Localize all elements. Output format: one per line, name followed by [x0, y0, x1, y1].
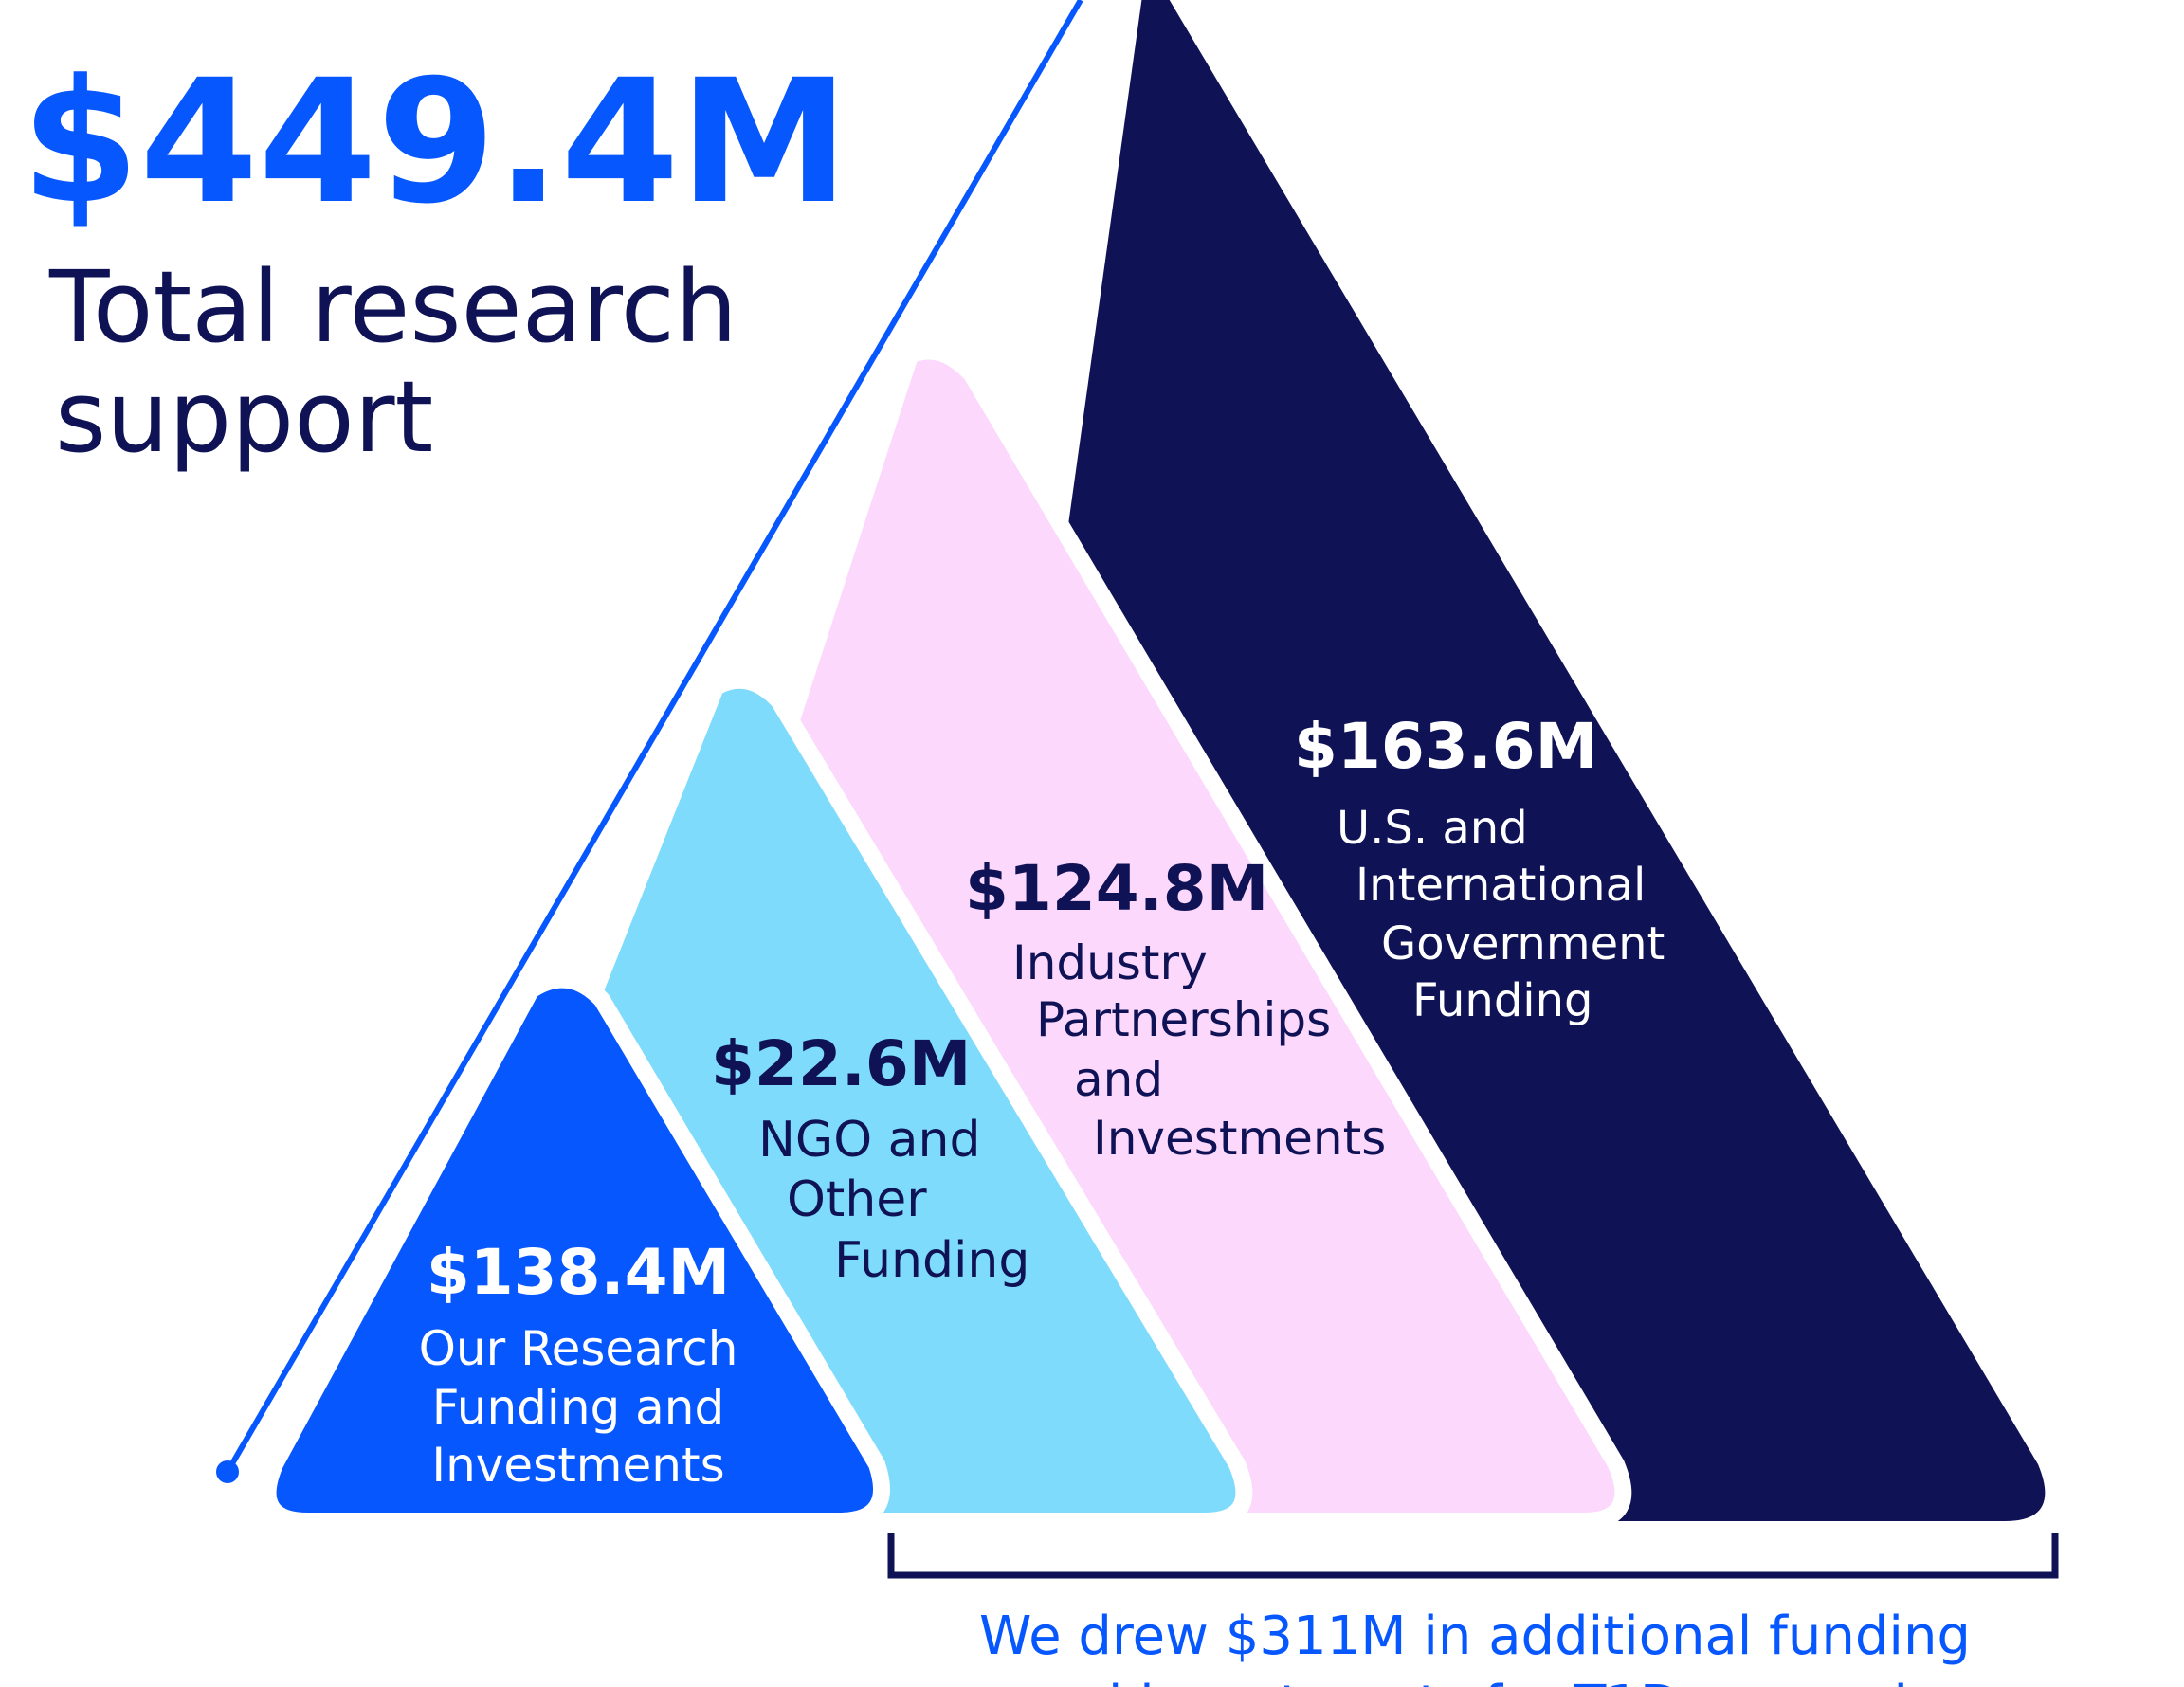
total-amount: $449.4M — [21, 44, 849, 242]
segment-own-label-3: Investments — [431, 1438, 724, 1493]
segment-industry-labels: $124.8M Industry Partnerships and Invest… — [965, 852, 1386, 1166]
guide-line-endpoint — [216, 1460, 239, 1483]
segment-industry-amount: $124.8M — [965, 852, 1268, 925]
segment-own-labels: $138.4M Our Research Funding and Investm… — [419, 1236, 738, 1493]
outer-guide-line — [225, 0, 1083, 1474]
footnote-line1: We drew $311M in additional funding — [979, 1605, 1971, 1667]
segment-government-label-2: International — [1356, 859, 1646, 912]
segment-government-labels: $163.6M U.S. and International Governmen… — [1294, 710, 1665, 1027]
total-label-line1: Total research — [48, 249, 737, 365]
segment-industry-label-3: and — [1074, 1052, 1163, 1107]
segment-government-amount: $163.6M — [1294, 710, 1597, 783]
segment-government-label-4: Funding — [1412, 974, 1593, 1027]
segment-own-amount: $138.4M — [427, 1236, 730, 1309]
segment-ngo-labels: $22.6M NGO and Other Funding — [711, 1027, 1029, 1289]
segment-ngo-label-3: Funding — [834, 1232, 1029, 1289]
segment-industry-label-2: Partnerships — [1036, 992, 1331, 1047]
segment-government-label-1: U.S. and — [1337, 802, 1528, 855]
segment-own-label-1: Our Research — [419, 1321, 738, 1376]
segment-government-label-3: Government — [1381, 917, 1665, 970]
segment-own-shape — [259, 970, 890, 1530]
segment-ngo-label-2: Other — [787, 1171, 927, 1228]
segment-industry-label-1: Industry — [1012, 935, 1208, 990]
footnote-line2: and investments for T1D research — [1023, 1675, 1927, 1687]
segment-ngo-amount: $22.6M — [711, 1027, 971, 1100]
total-label-line2: support — [55, 359, 433, 475]
segment-ngo-label-1: NGO and — [758, 1112, 980, 1169]
additional-funding-bracket — [887, 1533, 2059, 1579]
segment-own-label-2: Funding and — [432, 1380, 724, 1435]
segment-industry-label-4: Investments — [1093, 1111, 1386, 1166]
